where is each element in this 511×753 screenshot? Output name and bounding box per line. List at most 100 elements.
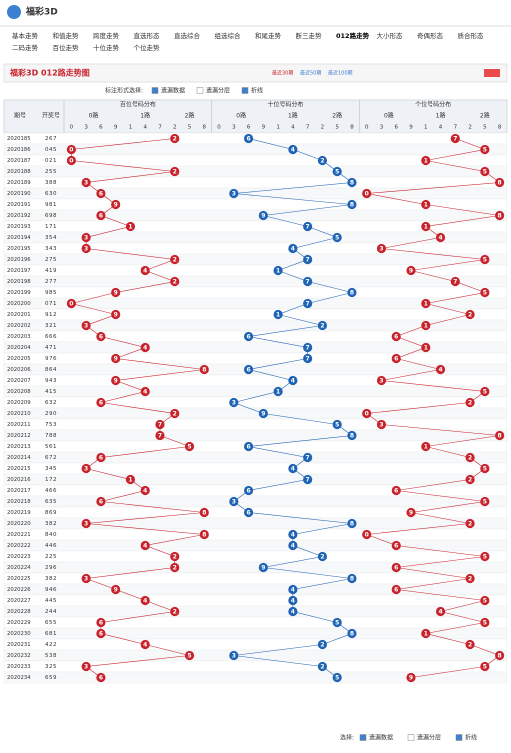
ball bbox=[170, 166, 180, 177]
ball-number: 4 bbox=[291, 146, 295, 153]
draw-digit: 1 bbox=[53, 631, 57, 637]
ball bbox=[184, 441, 195, 452]
nav-link[interactable]: 跨度走势 bbox=[93, 31, 120, 40]
draw-digit: 6 bbox=[53, 587, 57, 593]
ball-number: 9 bbox=[261, 410, 265, 417]
ball bbox=[435, 606, 446, 617]
ball bbox=[66, 298, 76, 309]
draw-digit: 8 bbox=[53, 213, 57, 219]
search-button[interactable] bbox=[484, 69, 500, 77]
option-label: 遗漏数据 bbox=[161, 87, 185, 95]
period-link[interactable]: 最近50期 bbox=[300, 70, 321, 77]
ball-number: 0 bbox=[365, 190, 369, 197]
draw-digit: 8 bbox=[49, 433, 53, 439]
draw-digit: 4 bbox=[45, 488, 49, 494]
draw-digit: 3 bbox=[53, 246, 57, 252]
ball-number: 3 bbox=[84, 465, 88, 472]
row-bg bbox=[3, 319, 508, 332]
trend-line bbox=[232, 138, 353, 678]
nav-link[interactable]: 基本走势 bbox=[12, 31, 39, 40]
ball-number: 2 bbox=[468, 476, 472, 483]
row-bg bbox=[3, 484, 508, 497]
route-header: 0路 bbox=[89, 112, 99, 120]
ball-number: 4 bbox=[291, 245, 295, 252]
checkbox[interactable] bbox=[196, 87, 204, 94]
ball bbox=[199, 364, 209, 375]
nav-link[interactable]: 直选形态 bbox=[134, 31, 161, 40]
nav-link[interactable]: 组选综合 bbox=[215, 31, 242, 40]
checkbox[interactable] bbox=[455, 734, 463, 741]
draw-digit: 4 bbox=[53, 235, 57, 241]
nav-link[interactable]: 和尾走势 bbox=[255, 31, 282, 40]
ball bbox=[347, 199, 357, 210]
ball-number: 4 bbox=[143, 641, 147, 648]
nav-link[interactable]: 二码走势 bbox=[12, 43, 39, 52]
row-bg bbox=[3, 627, 508, 640]
draw-digit: 1 bbox=[53, 323, 57, 329]
draw-digit: 2 bbox=[45, 609, 49, 615]
ball bbox=[243, 364, 254, 375]
draw-digit: 6 bbox=[45, 334, 49, 340]
period: 2020196 bbox=[7, 257, 31, 263]
ball-number: 6 bbox=[99, 399, 103, 406]
ball bbox=[465, 309, 475, 320]
ball bbox=[406, 265, 416, 276]
ball bbox=[243, 485, 254, 496]
draw-digit: 2 bbox=[53, 400, 57, 406]
nav-link[interactable]: 质合形态 bbox=[458, 31, 485, 40]
ball bbox=[170, 551, 180, 562]
ball-number: 0 bbox=[69, 146, 73, 153]
ball-number: 8 bbox=[350, 630, 354, 637]
ball bbox=[347, 177, 357, 188]
period-link[interactable]: 最近30期 bbox=[272, 70, 293, 77]
period: 2020229 bbox=[7, 620, 31, 626]
draw-digit: 5 bbox=[53, 257, 57, 263]
draw-digit: 6 bbox=[45, 620, 49, 626]
period: 2020213 bbox=[7, 444, 31, 450]
draw-digit: 9 bbox=[45, 312, 49, 318]
ball bbox=[273, 265, 283, 276]
row-bg bbox=[3, 352, 508, 365]
draw-digit: 7 bbox=[49, 477, 53, 483]
draw-digit: 2 bbox=[53, 477, 57, 483]
draw-digit: 3 bbox=[45, 235, 49, 241]
nav-link[interactable]: 断三走势 bbox=[296, 31, 323, 40]
digit-header: 0 bbox=[217, 125, 221, 131]
nav-link[interactable]: 奇偶形态 bbox=[417, 31, 444, 40]
period-link[interactable]: 最近100期 bbox=[328, 70, 353, 77]
period: 2020203 bbox=[7, 334, 31, 340]
nav-link[interactable]: 直选综合 bbox=[174, 31, 201, 40]
checkbox[interactable] bbox=[241, 87, 249, 94]
period: 2020201 bbox=[7, 312, 31, 318]
ball-number: 6 bbox=[99, 212, 103, 219]
ball bbox=[480, 463, 490, 474]
ball-number: 9 bbox=[114, 355, 118, 362]
ball-number: 5 bbox=[483, 553, 487, 560]
ball bbox=[199, 529, 209, 540]
ball-number: 4 bbox=[143, 542, 147, 549]
ball bbox=[450, 133, 460, 144]
nav-link[interactable]: 大小形态 bbox=[377, 31, 404, 40]
ball-number: 7 bbox=[306, 344, 310, 351]
nav-link[interactable]: 十位走势 bbox=[93, 43, 120, 52]
draw-digit: 8 bbox=[49, 202, 53, 208]
checkbox[interactable] bbox=[407, 734, 415, 741]
ball-number: 6 bbox=[246, 487, 250, 494]
column-header: 期号 bbox=[14, 112, 26, 120]
checkbox[interactable] bbox=[359, 734, 367, 741]
nav-link[interactable]: 个位走势 bbox=[134, 43, 161, 52]
ball-number: 6 bbox=[394, 586, 398, 593]
ball-number: 1 bbox=[128, 223, 132, 230]
draw-digit: 2 bbox=[45, 279, 49, 285]
nav-link[interactable]: 百位走势 bbox=[53, 43, 80, 52]
ball-number: 4 bbox=[291, 542, 295, 549]
route-header: 0路 bbox=[384, 112, 394, 120]
nav-link[interactable]: 和值走势 bbox=[53, 31, 80, 40]
nav-link[interactable]: 012路走势 bbox=[336, 31, 370, 40]
checkbox[interactable] bbox=[151, 87, 159, 94]
draw-digit: 9 bbox=[49, 411, 53, 417]
period: 2020185 bbox=[7, 136, 31, 142]
ball bbox=[495, 210, 505, 221]
ball-number: 8 bbox=[498, 652, 502, 659]
ball bbox=[391, 584, 401, 595]
